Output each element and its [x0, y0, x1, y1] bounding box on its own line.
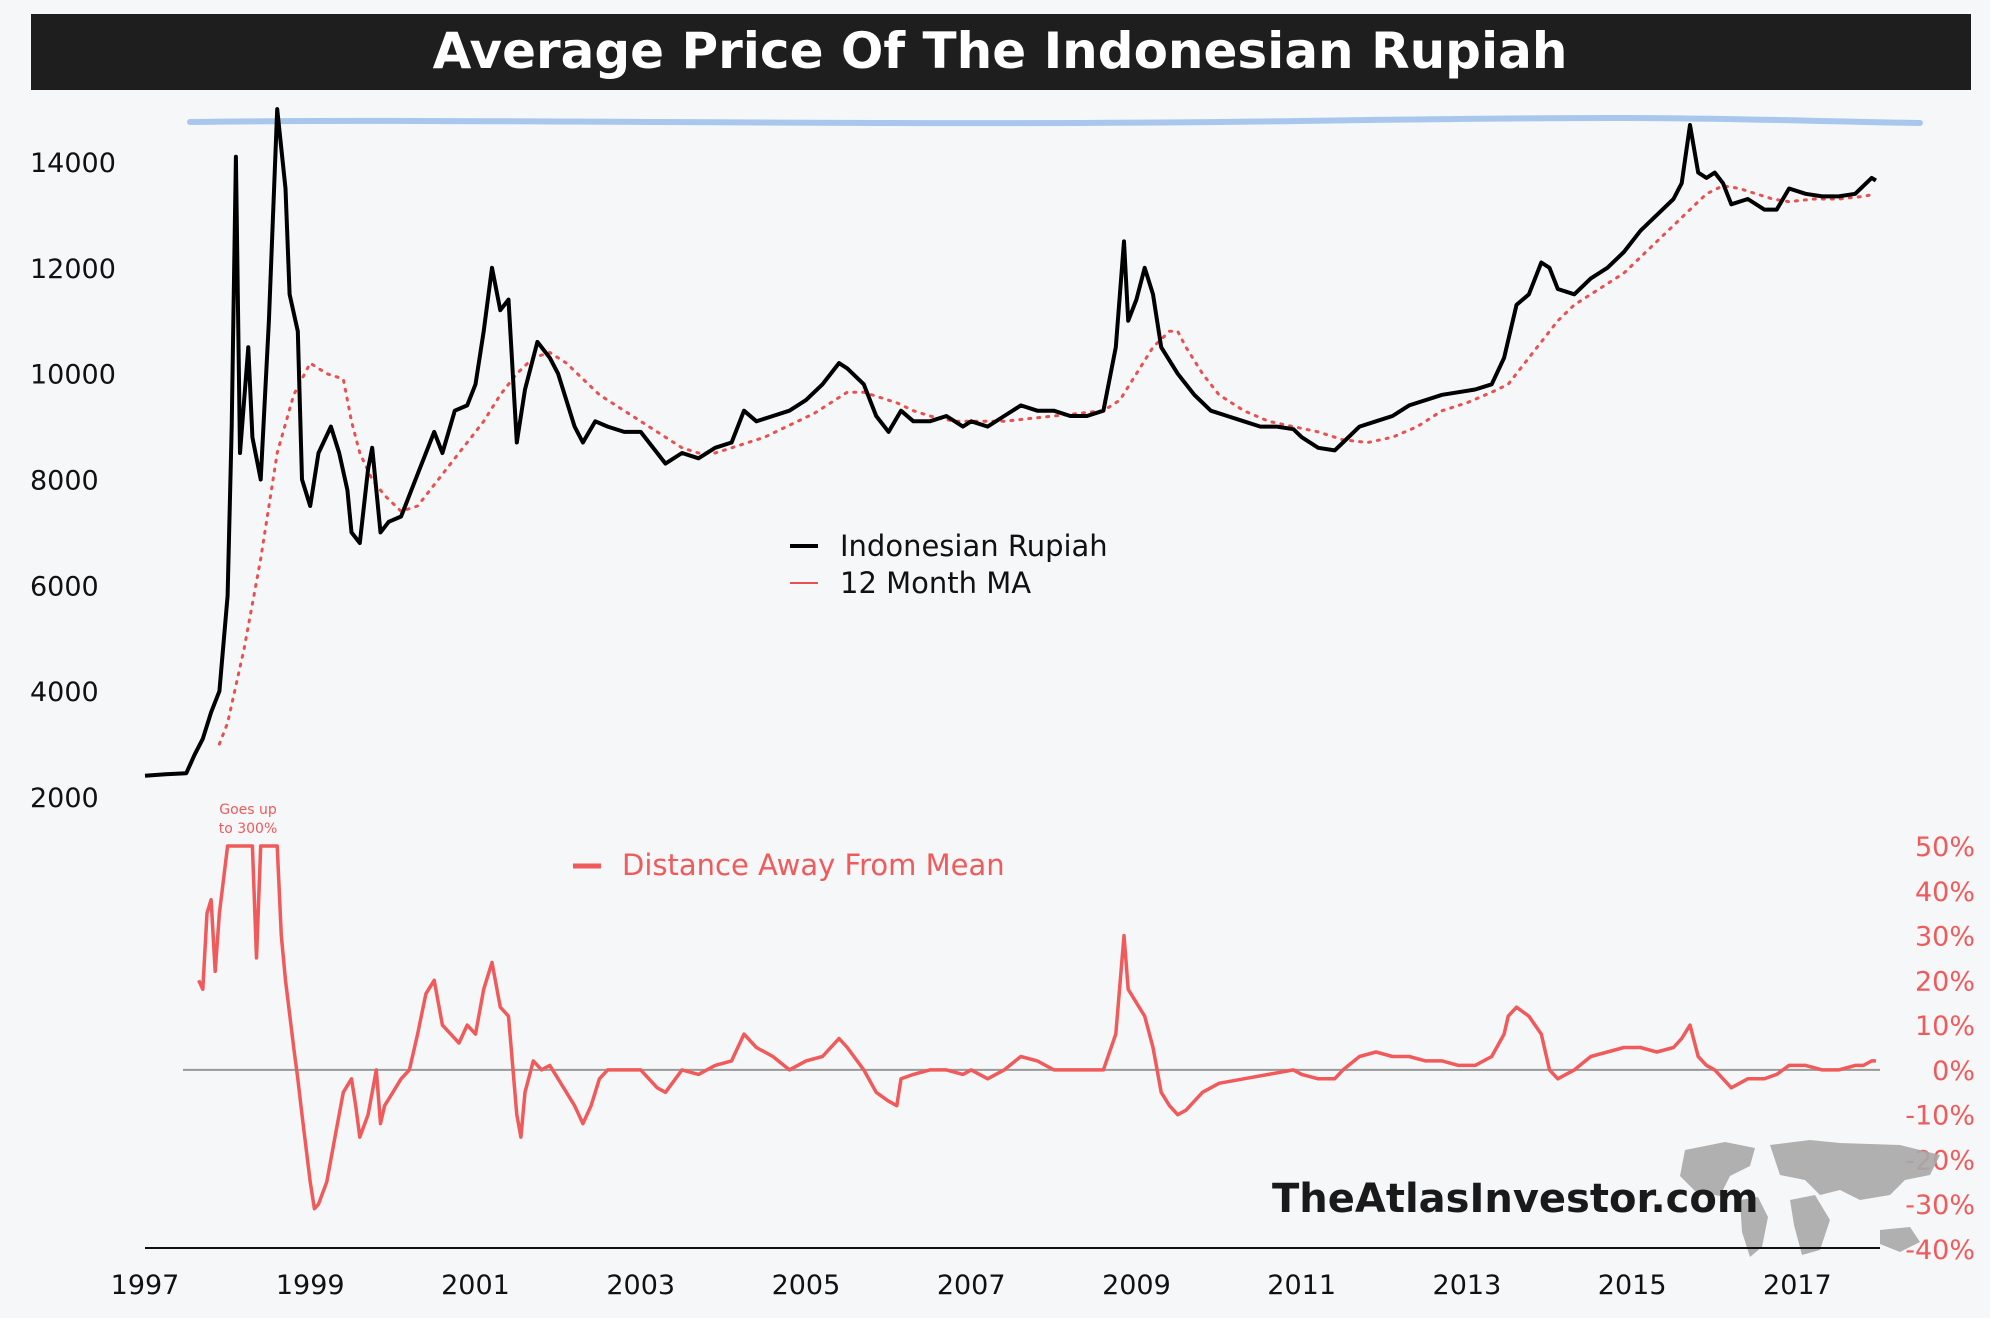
title-bar [31, 14, 1971, 90]
watermark-text: TheAtlasInvestor.com [1272, 1176, 1759, 1222]
percent-y-axis: -40%-30%-20%-10%0%10%20%30%40%50% [1905, 832, 1975, 1266]
chart-title: Average Price Of The Indonesian Rupiah [433, 22, 1568, 80]
price-y-tick-label: 14000 [30, 148, 116, 179]
x-tick-label: 2013 [1433, 1270, 1502, 1301]
percent-y-tick-label: 10% [1915, 1011, 1975, 1042]
annotation-line-2: to 300% [219, 821, 278, 837]
series-indonesian-rupiah-line [144, 107, 1877, 778]
percent-y-tick-label: 40% [1915, 877, 1975, 908]
price-y-axis: 2000 4000 6000 8000 10000 12000 14000 [30, 148, 116, 814]
x-tick-label: 2001 [441, 1270, 510, 1301]
x-tick-label: 2003 [606, 1270, 675, 1301]
price-legend: Indonesian Rupiah 12 Month MA [790, 529, 1108, 600]
x-tick-label: 1997 [111, 1270, 180, 1301]
x-tick-label: 2007 [937, 1270, 1006, 1301]
price-y-tick-label: 4000 [30, 677, 99, 708]
series-12-month-ma-line [217, 184, 1878, 746]
price-y-tick-label: 8000 [30, 466, 99, 497]
percent-y-tick-label: 30% [1915, 922, 1975, 953]
x-tick-label: 1999 [276, 1270, 345, 1301]
x-tick-label: 2011 [1267, 1270, 1336, 1301]
legend-label-rupiah: Indonesian Rupiah [840, 529, 1108, 563]
percent-y-tick-label: 50% [1915, 832, 1975, 863]
distance-legend: Distance Away From Mean [573, 848, 1005, 882]
x-tick-label: 2005 [772, 1270, 841, 1301]
world-map-icon [1680, 1140, 1940, 1257]
x-tick-label: 2009 [1102, 1270, 1171, 1301]
peak-marker-band [187, 114, 1923, 127]
x-tick-label: 2017 [1763, 1270, 1832, 1301]
annotation-goes-up: Goes up to 300% [219, 802, 278, 837]
percent-y-tick-label: -10% [1905, 1101, 1975, 1132]
annotation-line-1: Goes up [219, 802, 277, 818]
price-y-tick-label: 6000 [30, 571, 99, 602]
price-y-tick-label: 12000 [30, 254, 116, 285]
series-distance-from-mean-line [197, 844, 1876, 1211]
percent-y-tick-label: -30% [1905, 1190, 1975, 1221]
legend-label-distance: Distance Away From Mean [622, 848, 1005, 882]
x-axis: 1997 1999 2001 2003 2005 2007 2009 2011 2013 2015… [111, 1270, 1832, 1301]
legend-label-ma: 12 Month MA [840, 566, 1031, 600]
x-tick-label: 2015 [1598, 1270, 1667, 1301]
price-y-tick-label: 2000 [30, 783, 99, 814]
price-y-tick-label: 10000 [30, 360, 116, 391]
percent-y-tick-label: 0% [1932, 1056, 1975, 1087]
percent-y-tick-label: 20% [1915, 966, 1975, 997]
